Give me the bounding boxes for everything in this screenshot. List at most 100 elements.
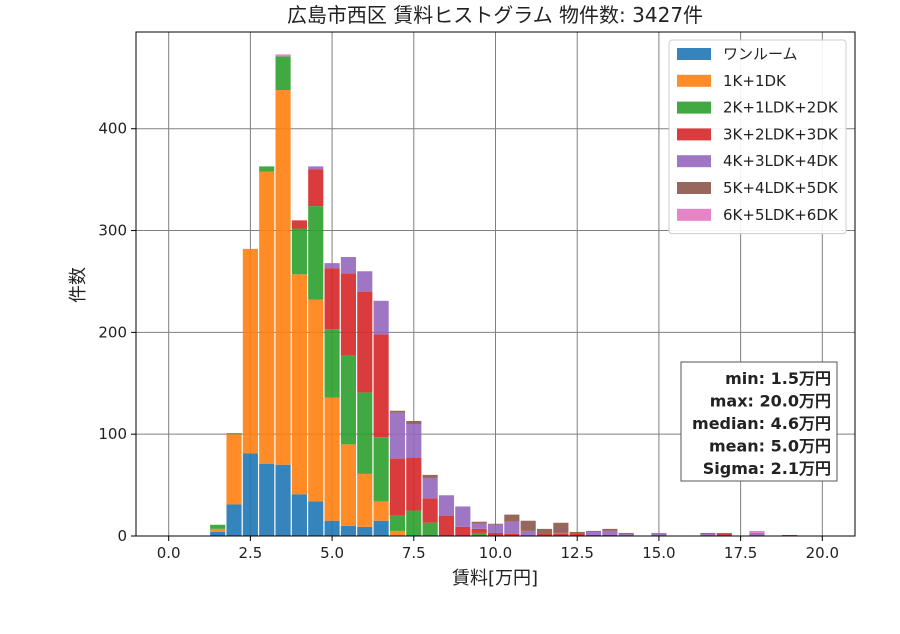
bar-segment bbox=[357, 271, 373, 292]
legend-swatch bbox=[677, 48, 711, 60]
x-tick-label: 7.5 bbox=[402, 544, 426, 562]
bar-segment bbox=[308, 169, 324, 207]
bar-segment bbox=[210, 531, 226, 536]
bar-segment bbox=[471, 532, 487, 536]
legend-swatch bbox=[677, 101, 711, 114]
bar-segment bbox=[389, 530, 406, 536]
bar-segment bbox=[210, 524, 226, 529]
bar-segment bbox=[242, 248, 258, 454]
x-tick-label: 5.0 bbox=[320, 544, 344, 562]
bar-segment bbox=[259, 166, 275, 172]
legend-swatch bbox=[677, 182, 711, 194]
bar-segment bbox=[553, 532, 569, 534]
y-tick-label: 200 bbox=[98, 323, 127, 341]
bar-segment bbox=[487, 524, 504, 533]
x-tick-label: 15.0 bbox=[642, 544, 675, 562]
bar-segment bbox=[357, 473, 373, 527]
stats-box: min: 1.5万円 max: 20.0万円 median: 4.6万円 mean: … bbox=[680, 361, 838, 482]
bar-segment bbox=[340, 444, 357, 526]
stats-line: min: 1.5万円 bbox=[725, 369, 831, 388]
bar-segment bbox=[700, 532, 716, 534]
bar-segment bbox=[569, 533, 585, 536]
bar-segment bbox=[340, 525, 357, 536]
bar-segment bbox=[536, 528, 553, 534]
bar-segment bbox=[308, 206, 324, 300]
bar-segment bbox=[487, 523, 504, 525]
bar-segment bbox=[389, 515, 406, 531]
bar-segment bbox=[487, 532, 504, 536]
bar-segment bbox=[553, 533, 569, 536]
bar-segment bbox=[716, 532, 732, 534]
legend-swatch bbox=[677, 128, 711, 141]
bar-segment bbox=[340, 355, 357, 445]
bar-segment bbox=[504, 521, 520, 534]
bar-segment bbox=[471, 521, 487, 524]
bar-segment bbox=[291, 274, 307, 495]
x-tick-label: 2.5 bbox=[238, 544, 262, 562]
bar-segment bbox=[373, 520, 389, 536]
bar-segment bbox=[406, 424, 422, 458]
bar-segment bbox=[618, 533, 634, 536]
stats-box-frame bbox=[680, 361, 838, 482]
bar-segment bbox=[585, 534, 602, 536]
bar-segment bbox=[438, 495, 455, 516]
bar-segment bbox=[406, 457, 422, 511]
y-tick-label: 100 bbox=[98, 425, 127, 443]
bar-segment bbox=[259, 463, 275, 536]
bar-segment bbox=[422, 477, 438, 499]
bar-segment bbox=[520, 530, 536, 536]
legend-swatch bbox=[677, 74, 711, 87]
y-tick-label: 0 bbox=[117, 527, 127, 545]
bar-segment bbox=[275, 56, 291, 91]
bar-segment bbox=[422, 498, 438, 523]
bar-segment bbox=[242, 453, 258, 536]
bar-segment bbox=[259, 171, 275, 464]
bar-segment bbox=[308, 501, 324, 536]
bar-segment bbox=[536, 533, 553, 536]
bar-segment bbox=[357, 291, 373, 393]
bar-segment bbox=[357, 526, 373, 536]
legend-box bbox=[668, 39, 847, 235]
bar-segment bbox=[357, 392, 373, 474]
bar-segment bbox=[340, 273, 357, 356]
bars bbox=[210, 54, 798, 536]
axis-ticks: 0.0 2.5 5.0 7.5 10.0 12.5 15.0 17.5 20.0 0 100 200 3… bbox=[98, 120, 839, 562]
bar-segment bbox=[389, 410, 406, 413]
bar-segment bbox=[422, 474, 438, 478]
bar-segment bbox=[749, 530, 765, 533]
bar-segment bbox=[406, 420, 422, 424]
bar-segment bbox=[324, 397, 340, 521]
legend-label: 5K+4LDK+5DK bbox=[723, 179, 839, 197]
bar-segment bbox=[226, 433, 242, 435]
bar-segment bbox=[422, 522, 438, 536]
bar-segment bbox=[373, 437, 389, 502]
chart-title: 広島市西区 賃料ヒストグラム 物件数: 3427件 bbox=[287, 3, 703, 27]
bar-segment bbox=[389, 412, 406, 459]
legend-label: ワンルーム bbox=[723, 45, 798, 63]
bar-segment bbox=[520, 520, 536, 531]
bar-segment bbox=[291, 228, 307, 275]
bar-segment bbox=[569, 531, 585, 534]
legend: ワンルーム 1K+1DK 2K+1LDK+2DK 3K+2LDK+3DK 4K+3LDK… bbox=[668, 39, 847, 235]
bar-segment bbox=[275, 54, 291, 57]
y-axis-label: 件数 bbox=[68, 267, 89, 303]
bar-segment bbox=[585, 531, 602, 535]
bar-segment bbox=[438, 515, 455, 536]
x-tick-label: 0.0 bbox=[157, 544, 181, 562]
x-tick-label: 17.5 bbox=[724, 544, 757, 562]
bar-segment bbox=[389, 458, 406, 516]
legend-label: 2K+1LDK+2DK bbox=[723, 99, 839, 117]
bar-segment bbox=[455, 506, 471, 527]
bar-segment bbox=[308, 166, 324, 170]
bar-segment bbox=[373, 300, 389, 335]
x-tick-label: 12.5 bbox=[561, 544, 594, 562]
bar-segment bbox=[749, 532, 765, 536]
legend-swatch bbox=[677, 155, 711, 168]
bar-segment bbox=[324, 520, 340, 536]
legend-swatch bbox=[677, 208, 711, 221]
bar-segment bbox=[324, 329, 340, 398]
legend-label: 6K+5LDK+6DK bbox=[723, 206, 839, 224]
bar-segment bbox=[291, 494, 307, 536]
